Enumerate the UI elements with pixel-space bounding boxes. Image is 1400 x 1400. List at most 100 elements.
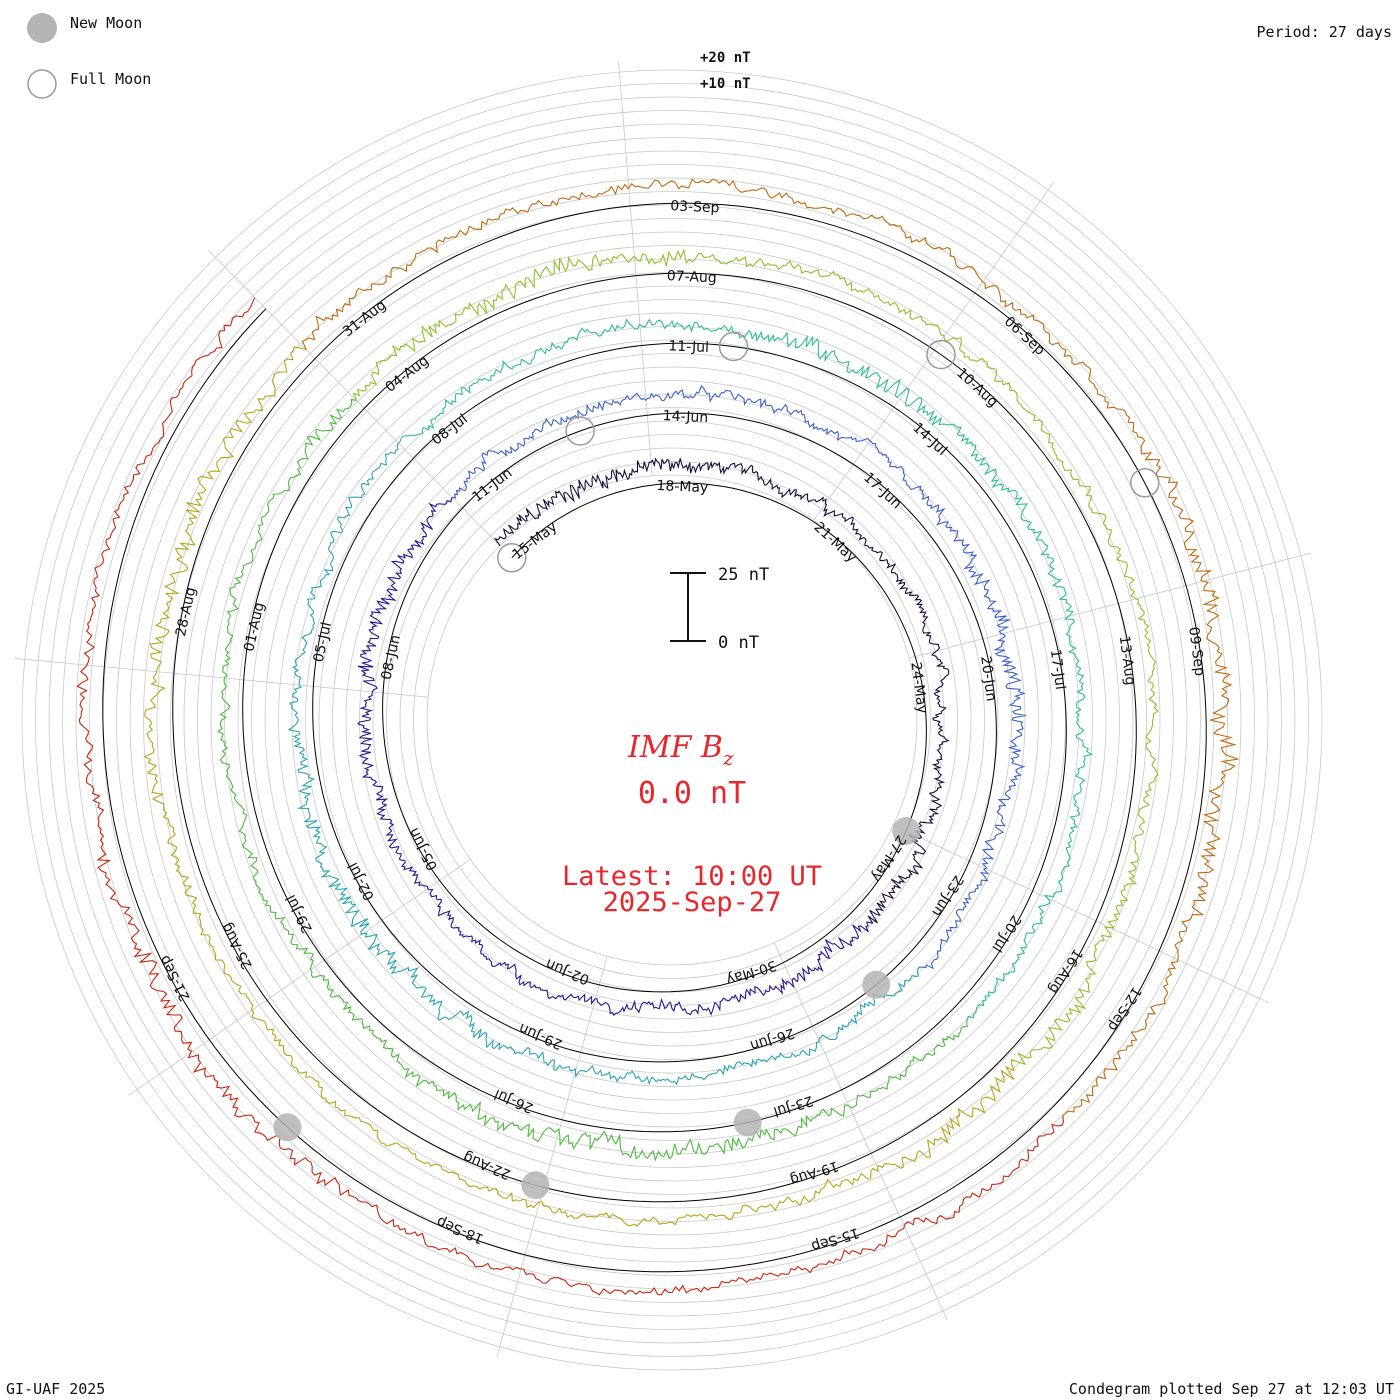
- bz-trace-segment: [357, 717, 460, 931]
- bz-traces: [76, 178, 1239, 1296]
- date-label: 21-May: [811, 519, 860, 566]
- bz-trace-segment: [217, 716, 364, 1026]
- grid-ring: [89, 137, 1255, 1303]
- bz-trace-segment: [76, 297, 256, 717]
- grid-rings: [21, 69, 1323, 1371]
- date-label: 17-Jul: [1047, 648, 1068, 690]
- date-label: 20-Jun: [977, 655, 999, 702]
- zero-baseline-spiral: [102, 202, 1207, 1273]
- date-label: 14-Jun: [662, 408, 708, 426]
- bz-trace-segment: [357, 497, 453, 719]
- date-label: 26-Jul: [492, 1085, 536, 1115]
- bz-trace-segment: [673, 385, 910, 487]
- legend: New Moon Full Moon: [27, 13, 151, 99]
- new-moon-icon: [892, 817, 921, 845]
- new-moon-icon: [521, 1171, 550, 1200]
- date-label: 05-Jun: [406, 825, 441, 873]
- center-title-main: IMF B: [627, 730, 723, 765]
- grid-ring: [170, 218, 1174, 1222]
- grid-ring: [251, 299, 1093, 1141]
- grid-ring: [183, 231, 1161, 1209]
- grid-ring: [62, 110, 1282, 1330]
- grid-ring: [386, 434, 958, 1006]
- date-label: 29-Jun: [517, 1020, 565, 1052]
- date-label: 07-Aug: [666, 268, 717, 286]
- date-label: 11-Jun: [469, 465, 515, 505]
- date-label: 06-Sep: [1001, 314, 1048, 359]
- day-spoke: [14, 658, 429, 698]
- day-spoke: [773, 942, 948, 1321]
- bz-trace-segment: [452, 392, 675, 499]
- bz-trace-segment: [959, 434, 1086, 723]
- day-spoke: [908, 552, 1311, 659]
- grid-ring: [305, 353, 1039, 1087]
- bz-trace-segment: [289, 442, 399, 719]
- bz-trace-segment: [219, 398, 357, 718]
- grid-ring: [143, 191, 1201, 1249]
- bz-trace-segment: [287, 717, 419, 978]
- bz-trace-segment: [674, 248, 1011, 387]
- date-label: 31-Aug: [340, 297, 389, 340]
- bz-trace-segment: [669, 921, 873, 1016]
- full-moon-icon: [1130, 468, 1160, 498]
- bz-trace-segment: [362, 1025, 670, 1162]
- bz-trace-segment: [668, 1018, 968, 1160]
- date-label: 02-Jun: [544, 955, 592, 987]
- day-spoke: [496, 956, 608, 1357]
- bz-trace-segment: [254, 1131, 669, 1296]
- date-label: 08-Jul: [429, 411, 471, 448]
- day-spokes: [14, 62, 1311, 1357]
- day-spoke: [618, 62, 653, 476]
- credit-label: GI-UAF 2025: [6, 1380, 106, 1398]
- date-label: 19-Aug: [788, 1157, 840, 1187]
- full-moon-legend-icon: [27, 69, 57, 99]
- bz-trace-segment: [310, 1076, 670, 1227]
- bz-trace-segment: [668, 1063, 1015, 1226]
- bz-trace-segment: [411, 973, 671, 1086]
- grid-ring: [48, 96, 1296, 1344]
- bz-trace-segment: [1011, 723, 1159, 1066]
- bz-trace-segment: [674, 178, 1053, 346]
- grid-ring: [359, 407, 985, 1033]
- full-moon-icon: [718, 331, 749, 362]
- scale-bar-bottom-label: 0 nT: [718, 633, 759, 653]
- date-label: 21-Sep: [157, 952, 194, 1003]
- date-label: 22-Aug: [461, 1148, 513, 1182]
- date-label: 01-Aug: [241, 601, 268, 653]
- date-label: 18-May: [656, 478, 708, 496]
- center-latest-time: Latest: 10:00 UT: [562, 861, 822, 892]
- day-spoke: [893, 824, 1269, 1003]
- ref-label-plus20: +20 nT: [700, 50, 751, 66]
- date-label: 13-Aug: [1116, 635, 1138, 687]
- date-label: 09-Sep: [1185, 626, 1207, 677]
- new-moon-icon: [862, 970, 891, 999]
- bz-trace-segment: [966, 722, 1094, 1020]
- grid-ring: [318, 366, 1026, 1074]
- bz-trace-segment: [858, 534, 950, 723]
- date-label: 27-May: [867, 832, 908, 884]
- bz-trace-segment: [398, 318, 675, 444]
- date-label: 10-Aug: [953, 365, 1001, 411]
- bz-trace-segment: [673, 458, 861, 536]
- grid-ring: [75, 123, 1269, 1317]
- full-moon-legend-label: Full Moon: [70, 70, 151, 88]
- ref-label-plus10: +10 nT: [700, 76, 751, 92]
- date-label: 17-Jun: [860, 470, 904, 513]
- grid-ring: [21, 69, 1323, 1371]
- grid-ring: [129, 177, 1215, 1263]
- date-label: 24-May: [907, 661, 930, 714]
- date-label: 14-Jul: [909, 420, 950, 459]
- date-label: 30-May: [724, 957, 778, 988]
- date-label: 15-Sep: [809, 1224, 861, 1254]
- date-label: 15-May: [510, 519, 561, 563]
- new-moon-icon: [273, 1113, 302, 1142]
- plotted-label: Condegram plotted Sep 27 at 12:03 UT: [1068, 1380, 1394, 1398]
- grid-ring: [264, 312, 1080, 1128]
- day-spoke: [813, 181, 1055, 521]
- zero-spiral-line: [102, 202, 1207, 1273]
- date-label: 11-Jul: [668, 338, 709, 356]
- date-label: 08-Jun: [379, 633, 405, 681]
- grid-ring: [156, 204, 1188, 1236]
- date-labels: 15-May 18-May 21-May 24-May 27-May 30-May 02-J…: [157, 198, 1208, 1254]
- bz-trace-segment: [673, 321, 963, 437]
